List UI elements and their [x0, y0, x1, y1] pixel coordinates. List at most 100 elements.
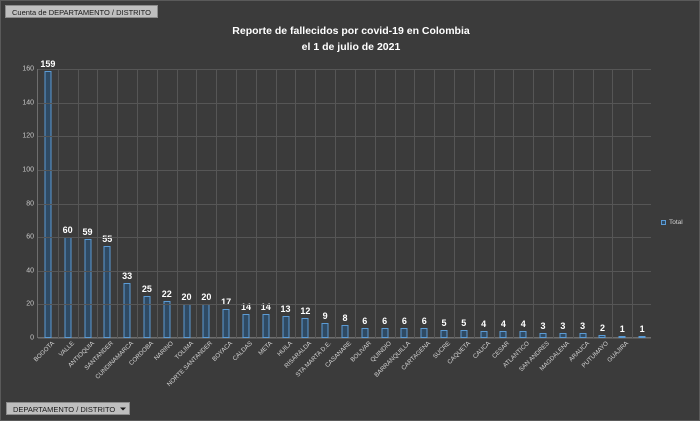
y-axis-tick-label: 100 [22, 166, 34, 174]
bar[interactable] [361, 327, 369, 338]
bar-slot[interactable]: 3 [553, 69, 573, 338]
bar-value-label: 20 [201, 292, 212, 303]
bar[interactable] [202, 304, 210, 338]
bar-slot[interactable]: 55 [97, 69, 117, 338]
bar[interactable] [163, 301, 171, 338]
gridline-vertical [395, 69, 396, 338]
bar[interactable] [539, 332, 547, 338]
bar[interactable] [123, 282, 131, 338]
bar-slot[interactable]: 8 [335, 69, 355, 338]
bar[interactable] [598, 334, 606, 338]
plot-wrapper: 159 60 59 55 33 25 22 20 20 17 14 14 13 12 9 8 6 6 6 6 5 5 4 4 4… [22, 59, 652, 342]
gridline-vertical [533, 69, 534, 338]
bar-slot[interactable]: 33 [117, 69, 137, 338]
bar-slot[interactable]: 4 [513, 69, 533, 338]
bar-value-label: 55 [102, 233, 113, 244]
bar[interactable] [420, 327, 428, 338]
bar[interactable] [559, 332, 567, 338]
bar-slot[interactable]: 6 [355, 69, 375, 338]
pivot-value-field-label: Cuenta de DEPARTAMENTO / DISTRITO [12, 8, 151, 17]
bar[interactable] [262, 314, 270, 338]
bar-slot[interactable]: 14 [256, 69, 276, 338]
bar[interactable] [400, 327, 408, 338]
gridline-vertical [355, 69, 356, 338]
bar-slot[interactable]: 3 [533, 69, 553, 338]
legend-swatch-total [661, 220, 666, 225]
bar-slot[interactable]: 4 [494, 69, 514, 338]
bar-value-label: 20 [181, 292, 192, 303]
gridline-horizontal [38, 69, 651, 70]
bar[interactable] [440, 329, 448, 338]
bar-value-label: 1 [639, 324, 645, 334]
chart-title: Reporte de fallecidos por covid-19 en Co… [1, 23, 699, 55]
bar-slot[interactable]: 2 [593, 69, 613, 338]
bar-slot[interactable]: 12 [295, 69, 315, 338]
bar-value-label: 8 [342, 312, 348, 323]
bar[interactable] [499, 331, 507, 338]
bar-value-label: 6 [421, 315, 427, 326]
bar-value-label: 3 [580, 320, 586, 331]
bar-value-label: 9 [322, 310, 328, 321]
bar-slot[interactable]: 9 [315, 69, 335, 338]
chart-subtitle: el 1 de julio de 2021 [301, 41, 401, 53]
bar[interactable] [579, 332, 587, 338]
pivot-axis-field-button[interactable]: DEPARTAMENTO / DISTRITO [6, 402, 131, 415]
bar-slot[interactable]: 13 [276, 69, 296, 338]
bar[interactable] [143, 295, 151, 338]
bar-slot[interactable]: 25 [137, 69, 157, 338]
gridline-vertical [553, 69, 554, 338]
gridline-vertical [612, 69, 613, 338]
gridline-vertical [375, 69, 376, 338]
x-axis-tick-label: CAUCA [471, 340, 492, 361]
bar[interactable] [341, 324, 349, 338]
bar-slot[interactable]: 17 [216, 69, 236, 338]
y-axis-tick-label: 40 [26, 267, 34, 275]
bar[interactable] [381, 327, 389, 338]
gridline-vertical [315, 69, 316, 338]
bar-slot[interactable]: 5 [434, 69, 454, 338]
bar[interactable] [321, 322, 329, 338]
bar-slot[interactable]: 22 [157, 69, 177, 338]
gridline-vertical [335, 69, 336, 338]
pivot-value-field-button[interactable]: Cuenta de DEPARTAMENTO / DISTRITO [5, 5, 158, 18]
bar[interactable] [282, 316, 290, 338]
bar-slot[interactable]: 6 [395, 69, 415, 338]
gridline-vertical [97, 69, 98, 338]
bar[interactable] [301, 317, 309, 338]
chart-legend[interactable]: Total [661, 219, 683, 226]
bar[interactable] [242, 314, 250, 338]
bar[interactable] [64, 237, 72, 338]
bar-slot[interactable]: 4 [474, 69, 494, 338]
bar[interactable] [222, 309, 230, 338]
gridline-horizontal [38, 102, 651, 104]
bar-slot[interactable]: 5 [454, 69, 474, 338]
bar[interactable] [480, 331, 488, 338]
x-axis-tick-label: NARINO [152, 340, 175, 362]
gridline-horizontal [38, 304, 651, 306]
bar-slot[interactable]: 59 [78, 69, 98, 338]
bar[interactable] [460, 329, 468, 338]
bar-slot[interactable]: 14 [236, 69, 256, 338]
bar-value-label: 14 [240, 302, 251, 313]
bar-value-label: 6 [382, 315, 388, 326]
plot-area: 159 60 59 55 33 25 22 20 20 17 14 14 13 12 9 8 6 6 6 6 5 5 4 4 4… [22, 59, 652, 342]
bar[interactable] [103, 245, 111, 338]
gridline-vertical [632, 69, 633, 338]
bar[interactable] [519, 331, 527, 338]
gridline-vertical [454, 69, 455, 338]
bar[interactable] [183, 304, 191, 338]
y-axis-tick-label: 80 [26, 200, 34, 207]
bar-slot[interactable]: 3 [573, 69, 593, 338]
bar[interactable] [618, 336, 626, 338]
bar-slot[interactable]: 6 [414, 69, 434, 338]
bar[interactable] [84, 238, 91, 338]
gridline-horizontal [38, 203, 651, 205]
chevron-down-icon[interactable] [120, 407, 127, 410]
bar[interactable] [638, 336, 646, 338]
bar-slot[interactable]: 1 [632, 69, 652, 338]
gridline-horizontal [38, 338, 651, 339]
bar-slot[interactable]: 1 [612, 69, 632, 338]
bar-slot[interactable]: 6 [375, 69, 395, 338]
gridline-vertical [494, 69, 495, 338]
